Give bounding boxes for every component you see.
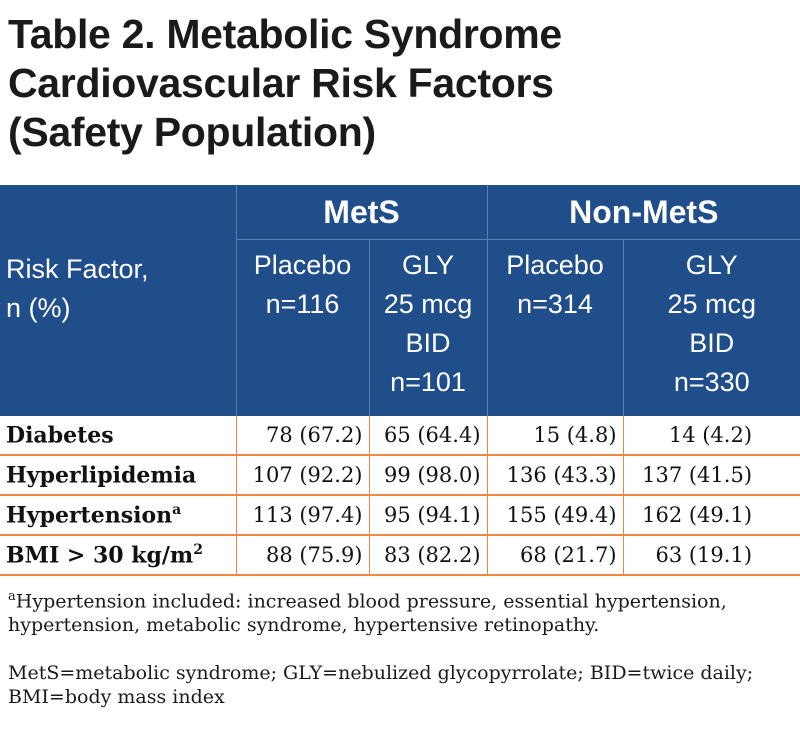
group-header-non-mets: Non-MetS bbox=[486, 185, 800, 240]
table-cell: 162 (49.1) bbox=[622, 495, 800, 536]
column-header-line: n=116 bbox=[265, 289, 340, 319]
column-header-mets-placebo: Placebo n=116 bbox=[235, 239, 369, 416]
column-header-line: n=101 bbox=[390, 367, 466, 397]
row-label-hyperlipidemia: Hyperlipidemia bbox=[0, 455, 236, 496]
table-row: Hyperlipidemia 107 (92.2) 99 (98.0) 136 … bbox=[0, 455, 800, 496]
table-cell: 107 (92.2) bbox=[235, 455, 369, 496]
table-cell: 136 (43.3) bbox=[486, 455, 624, 496]
group-header-mets: MetS bbox=[235, 185, 488, 240]
row-label-bmi: BMI > 30 kg/m2 bbox=[0, 535, 236, 576]
header-blank bbox=[0, 185, 236, 240]
column-header-line: GLY bbox=[401, 250, 455, 280]
footnote-hypertension: aHypertension included: increased blood … bbox=[8, 585, 798, 637]
footnotes: aHypertension included: increased blood … bbox=[8, 585, 798, 709]
column-header-line: GLY bbox=[685, 250, 738, 280]
column-header-line: BID bbox=[689, 328, 735, 358]
table-cell: 14 (4.2) bbox=[622, 416, 800, 456]
table-row: BMI > 30 kg/m2 88 (75.9) 83 (82.2) 68 (2… bbox=[0, 535, 800, 576]
row-label-hypertension: Hypertensiona bbox=[0, 495, 236, 536]
table-cell: 137 (41.5) bbox=[622, 455, 800, 496]
row-label-diabetes: Diabetes bbox=[0, 416, 236, 456]
table-cell: 78 (67.2) bbox=[235, 416, 369, 456]
risk-factor-header: Risk Factor, n (%) bbox=[0, 239, 236, 416]
table-cell: 65 (64.4) bbox=[368, 416, 488, 456]
footnote-hypertension-text: Hypertension included: increased blood p… bbox=[8, 590, 727, 637]
column-header-non-mets-placebo: Placebo n=314 bbox=[486, 239, 624, 416]
table-cell: 63 (19.1) bbox=[622, 535, 800, 576]
table-row: Hypertensiona 113 (97.4) 95 (94.1) 155 (… bbox=[0, 495, 800, 536]
table-cell: 68 (21.7) bbox=[486, 535, 624, 576]
risk-factor-table: MetS Non-MetS Risk Factor, n (%) Placebo… bbox=[0, 185, 800, 576]
table-cell: 99 (98.0) bbox=[368, 455, 488, 496]
table-cell: 155 (49.4) bbox=[486, 495, 624, 536]
footnote-marker: a bbox=[8, 589, 16, 604]
column-header-mets-gly: GLY 25 mcg BID n=101 bbox=[368, 239, 488, 416]
table-cell: 95 (94.1) bbox=[368, 495, 488, 536]
risk-factor-header-line-2: n (%) bbox=[6, 292, 71, 323]
footnote-abbreviations: MetS=metabolic syndrome; GLY=nebulized g… bbox=[8, 662, 754, 709]
risk-factor-header-line-1: Risk Factor, bbox=[6, 253, 149, 284]
table-cell: 113 (97.4) bbox=[235, 495, 369, 536]
column-header-line: BID bbox=[405, 328, 451, 358]
column-header-line: n=330 bbox=[673, 367, 750, 397]
column-header-line: Placebo bbox=[506, 250, 604, 280]
table-cell: 15 (4.8) bbox=[486, 416, 624, 456]
title-line-3: (Safety Population) bbox=[8, 109, 376, 155]
table-cell: 83 (82.2) bbox=[368, 535, 488, 576]
column-header-line: n=314 bbox=[517, 289, 593, 319]
column-header-line: Placebo bbox=[253, 250, 352, 280]
page-title: Table 2. Metabolic Syndrome Cardiovascul… bbox=[8, 10, 798, 157]
title-line-2: Cardiovascular Risk Factors bbox=[8, 60, 554, 106]
column-header-line: 25 mcg bbox=[383, 289, 473, 319]
title-line-1: Table 2. Metabolic Syndrome bbox=[8, 11, 562, 57]
table-row: Diabetes 78 (67.2) 65 (64.4) 15 (4.8) 14… bbox=[0, 416, 800, 456]
table-cell: 88 (75.9) bbox=[235, 535, 369, 576]
column-header-non-mets-gly: GLY 25 mcg BID n=330 bbox=[622, 239, 800, 416]
column-header-line: 25 mcg bbox=[667, 289, 757, 319]
